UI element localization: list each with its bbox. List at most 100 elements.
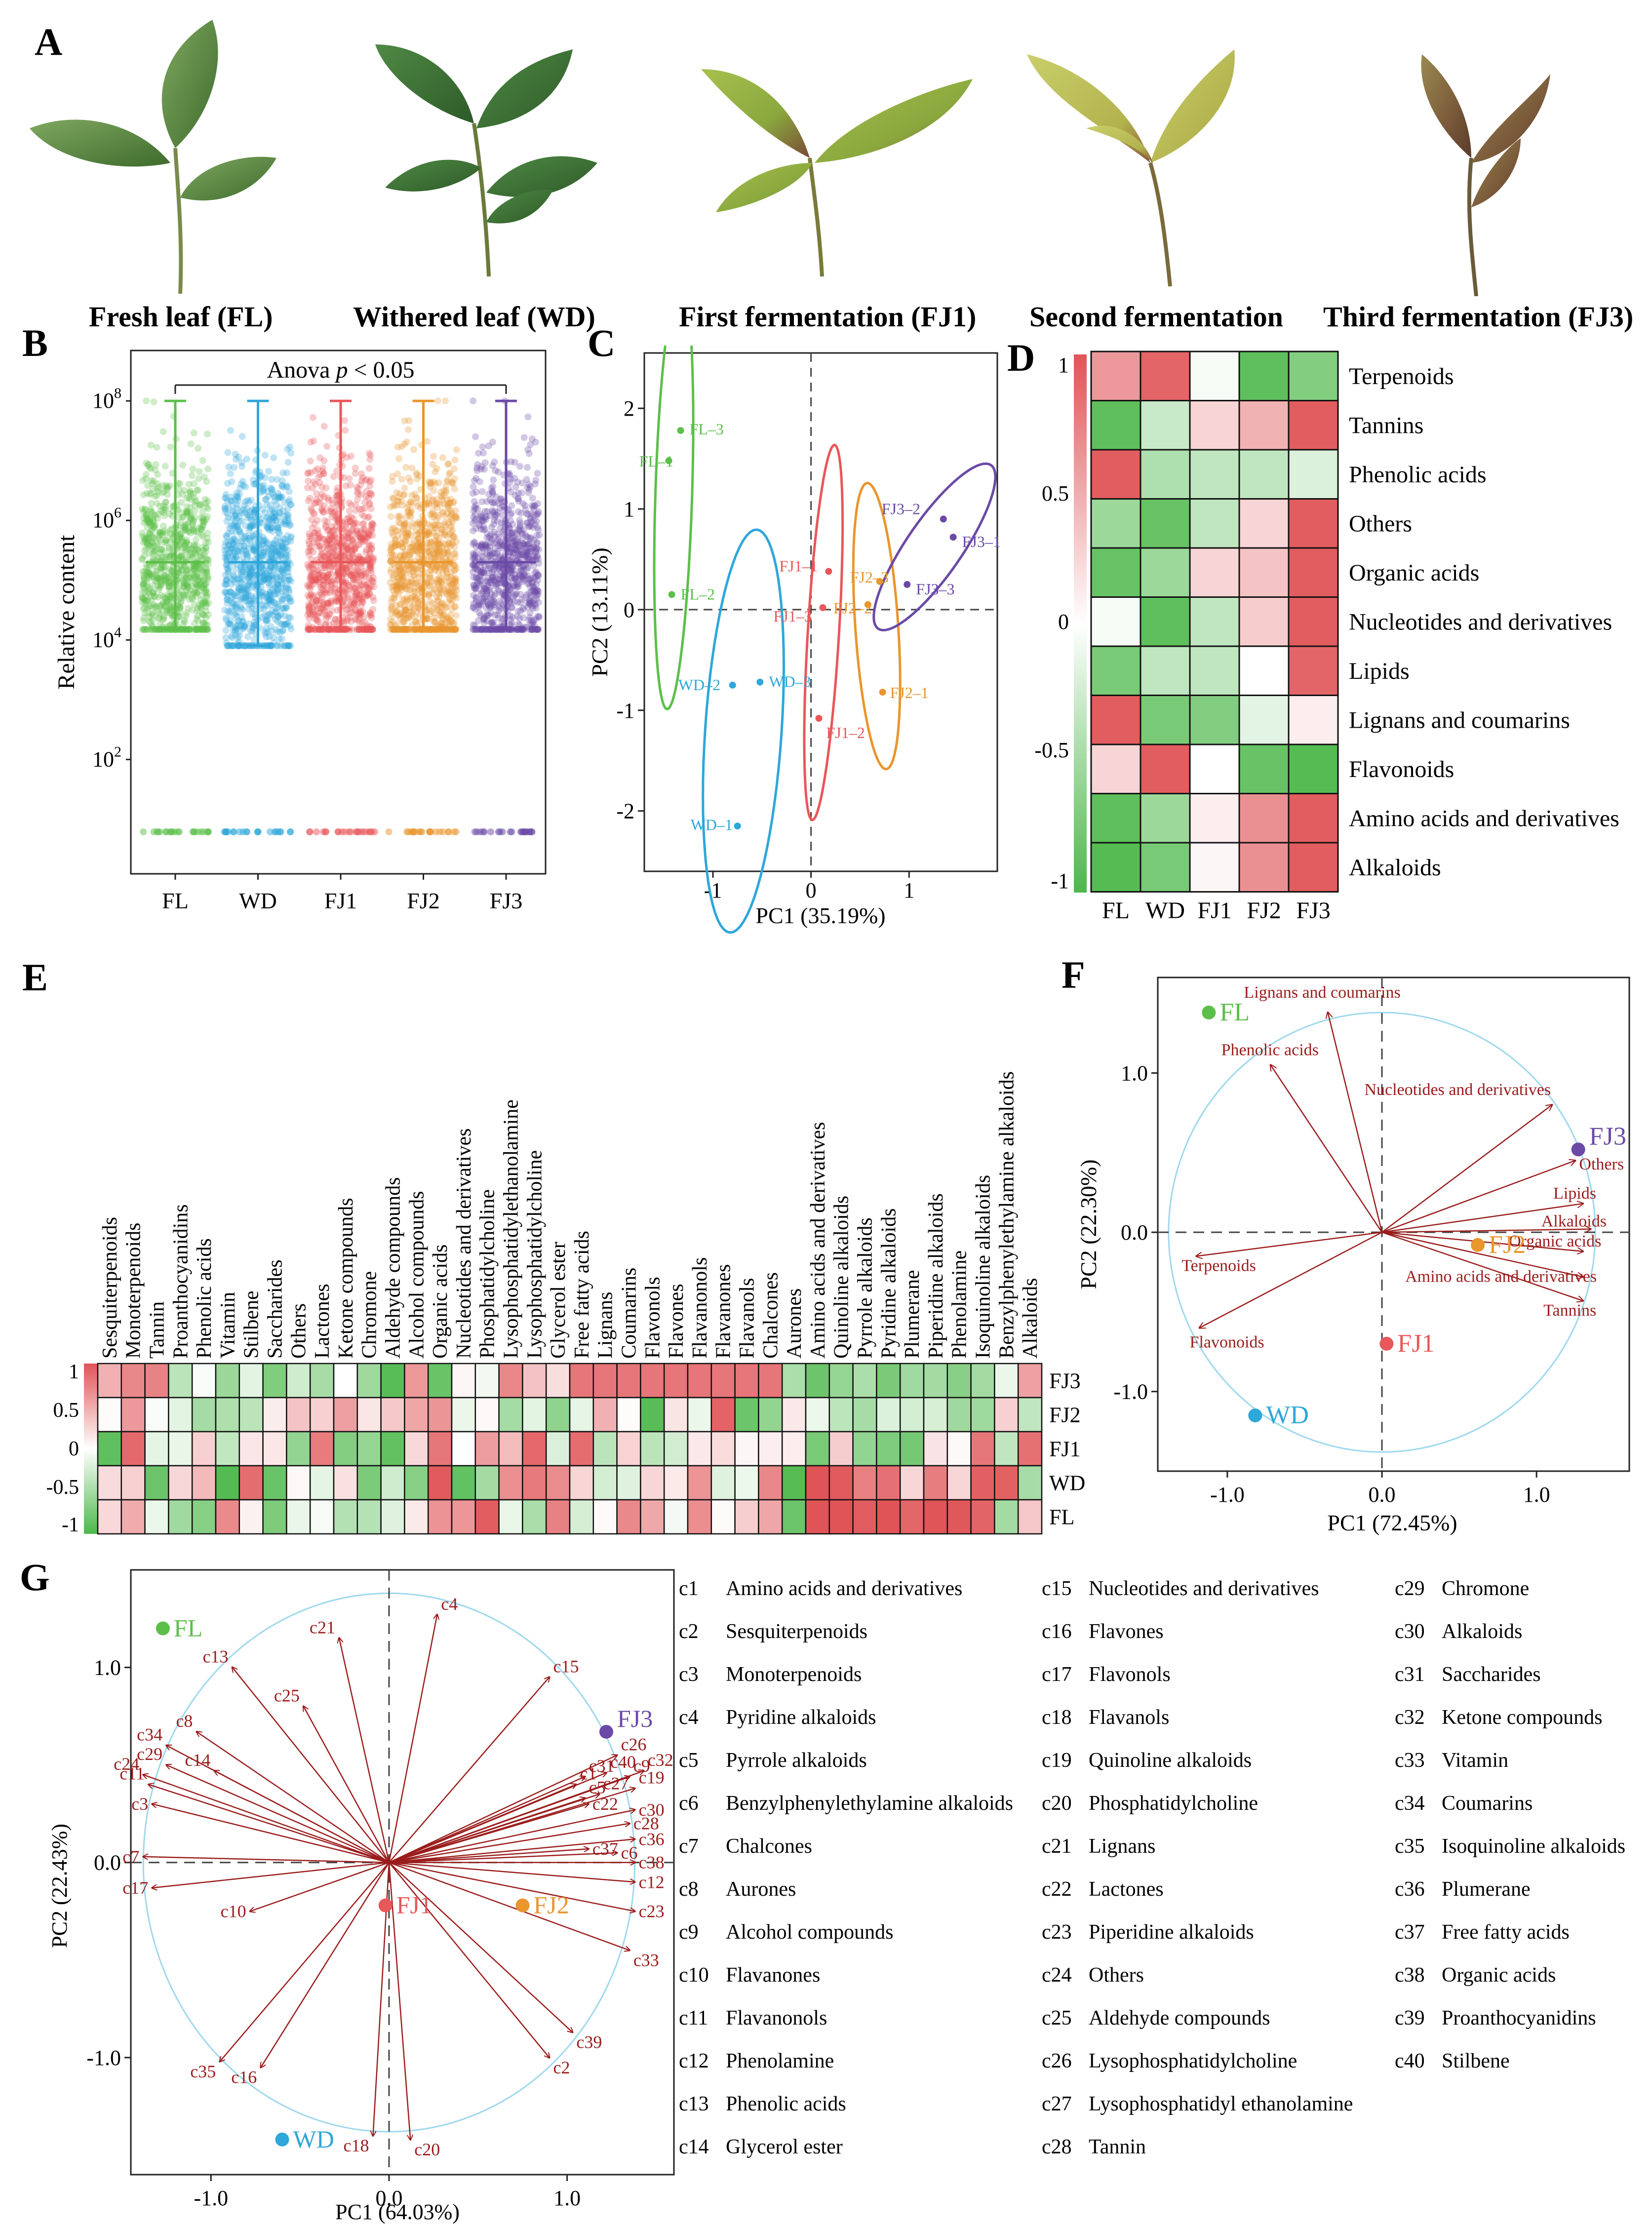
panel-d-row-label: Lipids xyxy=(1349,658,1410,684)
loading-vector-c6: c6 xyxy=(389,1843,638,1863)
panel-d-colorbar-tick: -0.5 xyxy=(1034,738,1069,762)
panel-e-cell xyxy=(1017,1431,1043,1467)
legend-g-item: c9 Alcohol compounds xyxy=(679,1921,894,1944)
legend-g-item: c15 Nucleotides and derivatives xyxy=(1042,1577,1319,1600)
panel-e-cell xyxy=(734,1499,759,1535)
panel-e-cell xyxy=(238,1465,264,1501)
panel-e-cell xyxy=(380,1397,405,1433)
legend-g-item: c25 Aldehyde compounds xyxy=(1042,2007,1270,2029)
panel-f-ylabel: PC2 (22.30%) xyxy=(1076,1159,1101,1289)
panel-e-cell xyxy=(380,1499,405,1535)
panel-e-cell xyxy=(545,1499,571,1535)
panel-e-col-label: Lysophosphatidylethanolamine xyxy=(500,1099,523,1359)
panel-e-cell xyxy=(168,1397,193,1433)
sample-point-fj1: FJ1 xyxy=(1379,1329,1435,1358)
ytick-label: 1.0 xyxy=(1121,1061,1148,1086)
panel-e-cell xyxy=(451,1397,476,1433)
panel-d-cell xyxy=(1090,351,1141,401)
legend-g-item: c38 Organic acids xyxy=(1395,1964,1556,1987)
svg-text:Others: Others xyxy=(1579,1155,1624,1173)
third-fermentation-leaf-image xyxy=(1421,54,1550,296)
panel-e-cell xyxy=(120,1465,146,1501)
panel-d-cell xyxy=(1140,743,1191,794)
panel-b-boxplot: Anova p < 0.05 Relative content 108 106 10… xyxy=(53,350,547,913)
panel-b-ytick-label: 106 xyxy=(92,505,121,532)
panel-e-cell xyxy=(805,1465,830,1501)
panel-e-cell xyxy=(427,1499,453,1535)
panel-d-cell xyxy=(1238,351,1290,401)
panel-e-row-label: WD xyxy=(1049,1471,1085,1495)
panel-e-col-label: Pyridine alkaloids xyxy=(877,1209,900,1359)
legend-g-item: c11 Flavanonols xyxy=(679,2007,827,2029)
panel-e-cell xyxy=(238,1363,264,1399)
panel-d-cell xyxy=(1090,547,1141,598)
loading-vector-c7: c7 xyxy=(122,1847,389,1867)
panel-e-col-label: Alkaloids xyxy=(1019,1278,1042,1359)
panel-e-col-label: Lactones xyxy=(311,1284,334,1359)
panel-c-point-wd-1: WD–1 xyxy=(691,816,741,833)
panel-d-cell xyxy=(1140,842,1191,893)
loading-vector-c10: c10 xyxy=(221,1862,390,1921)
panel-e-cell xyxy=(168,1465,193,1501)
panel-e-cell xyxy=(592,1431,618,1467)
panel-e-col-label: Monoterpenoids xyxy=(122,1223,145,1359)
panel-e-cell xyxy=(734,1431,759,1467)
sample-point-fl: FL xyxy=(1202,998,1250,1026)
panel-e-colorbar-tick: -0.5 xyxy=(46,1476,79,1499)
loading-vector-c13: c13 xyxy=(203,1647,390,1863)
svg-text:Flavonoids: Flavonoids xyxy=(1190,1333,1264,1352)
panel-e-cell xyxy=(569,1363,594,1399)
panel-c-ytick-label: 1 xyxy=(624,497,634,521)
panel-e-cell xyxy=(191,1363,217,1399)
panel-d-cell xyxy=(1238,645,1290,696)
legend-g-item: c21 Lignans xyxy=(1042,1835,1156,1858)
svg-text:Lipids: Lipids xyxy=(1553,1184,1596,1203)
panel-e-col-label: Others xyxy=(287,1303,310,1359)
legend-g-item: c40 Stilbene xyxy=(1395,2050,1510,2072)
panel-e-col-label: Ketone compounds xyxy=(335,1198,357,1359)
loading-vector-c33: c33 xyxy=(389,1862,659,1970)
panel-c-ytick-label: 0 xyxy=(624,598,634,622)
panel-e-cell xyxy=(404,1499,429,1535)
loading-vector-c38: c38 xyxy=(389,1853,665,1873)
sample-point-fj3: FJ3 xyxy=(1571,1122,1626,1157)
panel-e-cell xyxy=(781,1465,807,1501)
panel-d-cell xyxy=(1090,596,1141,647)
panel-e-cell xyxy=(946,1465,972,1501)
panel-e-cell xyxy=(286,1499,311,1535)
panel-e-cell xyxy=(498,1499,523,1535)
legend-g-item: c4 Pyridine alkaloids xyxy=(679,1706,876,1729)
panel-e-heatmap: 1 0.5 0 -0.5 -1 Sesquiterpenoids Monoterpenoi… xyxy=(46,1071,1086,1536)
panel-e-cell xyxy=(781,1397,807,1433)
panel-e-cell xyxy=(758,1363,783,1399)
svg-text:FL–3: FL–3 xyxy=(689,420,723,438)
panel-e-cell xyxy=(710,1397,736,1433)
panel-b-ytick-label: 102 xyxy=(92,743,121,771)
panel-e-cell xyxy=(168,1431,193,1467)
panel-e-cell xyxy=(144,1397,169,1433)
panel-b-xtick-label: FJ1 xyxy=(324,888,357,913)
panel-e-cell xyxy=(592,1397,618,1433)
panel-e-cell xyxy=(592,1465,618,1501)
panel-e-cell xyxy=(451,1363,476,1399)
panel-d-cell xyxy=(1140,351,1191,401)
svg-text:Nucleotides and derivatives: Nucleotides and derivatives xyxy=(1364,1081,1551,1099)
legend-g-item: c35 Isoquinoline alkaloids xyxy=(1395,1835,1626,1858)
panel-b-group-fj1: FJ1 xyxy=(304,399,379,913)
panel-e-cell xyxy=(805,1363,830,1399)
legend-g-item: c6 Benzylphenylethylamine alkaloids xyxy=(679,1792,1014,1815)
panel-e-col-label: Amino acids and derivatives xyxy=(807,1122,829,1359)
panel-e-cell xyxy=(522,1363,547,1399)
panel-c-ytick-label: -1 xyxy=(616,699,634,723)
loading-vector-others: Others xyxy=(1381,1155,1624,1233)
panel-c-point-fj2-1: FJ2–1 xyxy=(879,684,929,702)
panel-e-row-label: FL xyxy=(1049,1505,1074,1529)
panel-e-col-label: Free fatty acids xyxy=(571,1231,593,1359)
loading-vector-phenolic-acids: Phenolic acids xyxy=(1221,1041,1383,1233)
legend-g-item: c10 Flavanones xyxy=(679,1964,821,1987)
panel-e-cell xyxy=(215,1499,240,1535)
panel-d-cell xyxy=(1288,596,1339,647)
loading-vector-c36: c36 xyxy=(389,1829,665,1863)
panel-e-colorbar-tick: -1 xyxy=(62,1514,79,1536)
panel-e-cell xyxy=(876,1499,901,1535)
